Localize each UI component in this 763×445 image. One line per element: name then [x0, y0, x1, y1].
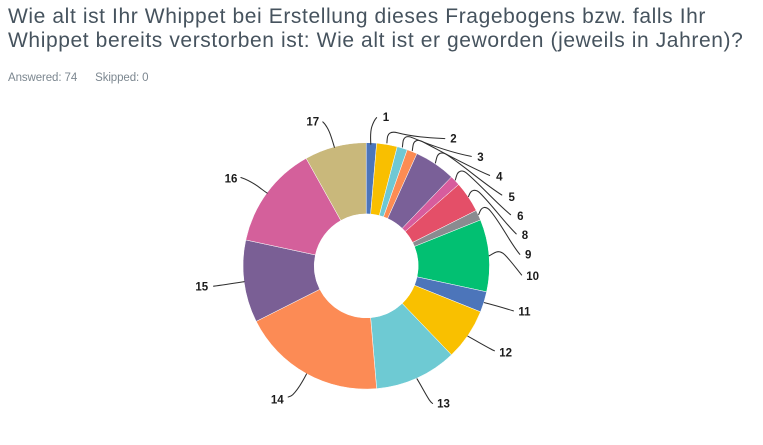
svg-text:1: 1 — [383, 112, 390, 124]
svg-text:2: 2 — [450, 134, 456, 146]
svg-text:6: 6 — [517, 211, 523, 223]
svg-text:5: 5 — [508, 192, 515, 204]
svg-text:15: 15 — [195, 282, 208, 294]
svg-text:11: 11 — [518, 307, 531, 319]
svg-text:10: 10 — [526, 271, 539, 283]
svg-text:16: 16 — [225, 174, 238, 186]
svg-text:8: 8 — [522, 230, 529, 242]
svg-text:13: 13 — [437, 399, 450, 411]
svg-text:4: 4 — [496, 171, 503, 183]
svg-text:12: 12 — [499, 347, 512, 359]
svg-text:9: 9 — [525, 249, 531, 261]
svg-text:14: 14 — [271, 394, 284, 406]
svg-text:3: 3 — [477, 152, 483, 164]
svg-text:17: 17 — [306, 116, 319, 128]
